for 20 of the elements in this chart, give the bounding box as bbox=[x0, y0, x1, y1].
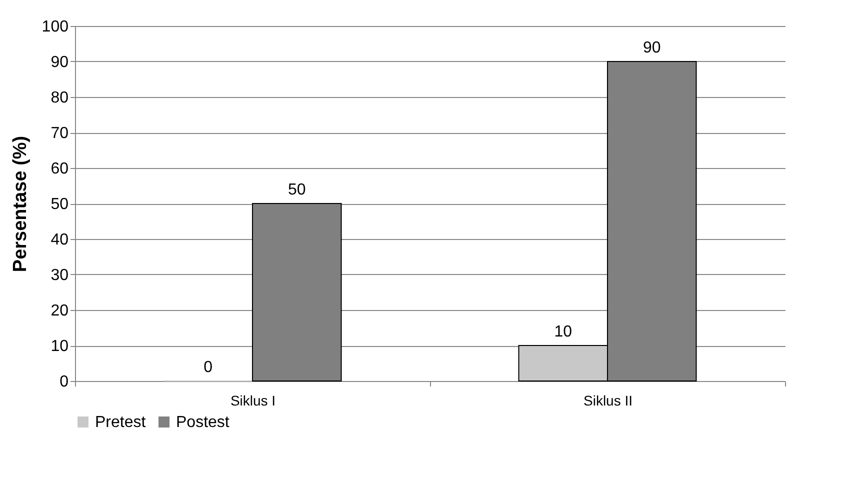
data-label: 90 bbox=[642, 40, 661, 56]
x-tick-label: Siklus I bbox=[230, 392, 276, 408]
y-tick-label: 40 bbox=[50, 232, 69, 248]
y-tick-label: 50 bbox=[50, 196, 69, 213]
y-tick-label: 90 bbox=[50, 54, 69, 71]
data-label: 0 bbox=[204, 359, 213, 376]
y-tick-label: 80 bbox=[50, 90, 69, 106]
y-tick-label: 100 bbox=[42, 18, 69, 36]
y-tick-label: 20 bbox=[50, 302, 69, 320]
x-tick-label: Siklus II bbox=[583, 392, 633, 408]
y-tick-label: 30 bbox=[50, 267, 69, 284]
y-tick-label: 60 bbox=[50, 160, 69, 178]
legend-label: Pretest bbox=[95, 414, 146, 431]
legend-label: Postest bbox=[176, 414, 230, 431]
y-tick-label: 10 bbox=[50, 338, 69, 355]
data-label: 50 bbox=[288, 182, 306, 198]
data-label: 10 bbox=[554, 324, 572, 340]
y-axis-title: Persentase (%) bbox=[10, 136, 31, 272]
y-tick-label: 0 bbox=[60, 374, 69, 390]
y-tick-label: 70 bbox=[50, 125, 69, 142]
